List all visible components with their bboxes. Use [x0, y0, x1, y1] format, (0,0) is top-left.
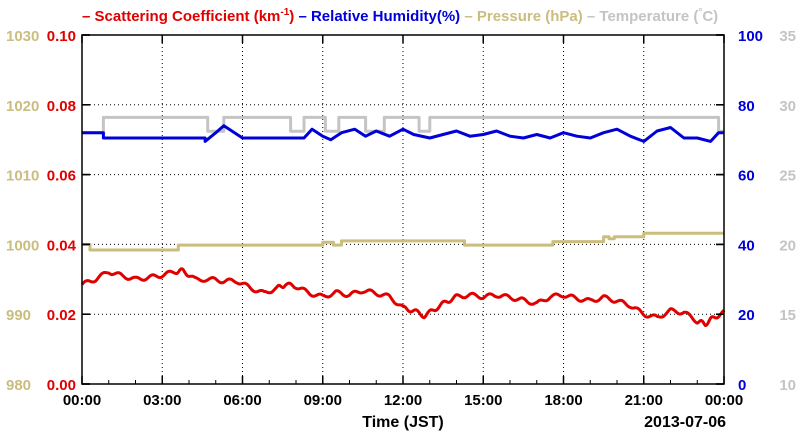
y-tick-label-temperature: 30 [779, 98, 796, 115]
y-tick-label-scattering: 0.02 [47, 307, 76, 324]
y-tick-label-temperature: 35 [779, 28, 796, 45]
y-tick-label-pressure: 1030 [6, 28, 39, 45]
series-lines [80, 115, 726, 327]
y-tick-label-humidity: 20 [738, 307, 755, 324]
y-tick-label-humidity: 80 [738, 98, 755, 115]
y-tick-label-scattering: 0.06 [47, 168, 76, 185]
x-tick-label: 03:00 [143, 392, 181, 409]
y-tick-label-pressure: 1020 [6, 98, 39, 115]
legend-entry-pressure: – Pressure (hPa) [460, 8, 583, 25]
x-tick-label: 00:00 [63, 392, 101, 409]
y-tick-label-humidity: 40 [738, 237, 755, 254]
legend-entry-temperature: – Temperature ( [583, 8, 699, 25]
y-tick-label-scattering: 0.08 [47, 98, 76, 115]
series-line-temperature [82, 115, 724, 135]
y-tick-label-humidity: 0 [738, 377, 746, 394]
y-tick-label-pressure: 1000 [6, 237, 39, 254]
legend-entry-temperature-suffix: C) [702, 8, 718, 25]
date-label: 2013-07-06 [644, 414, 726, 431]
y-tick-label-temperature: 20 [779, 237, 796, 254]
series-line-scattering-coefficient [80, 267, 726, 327]
y-tick-label-pressure: 990 [6, 307, 31, 324]
x-axis-label: Time (JST) [362, 414, 444, 431]
series-line-relative-humidity [82, 124, 724, 143]
x-tick-label: 09:00 [304, 392, 342, 409]
y-tick-label-scattering: 0.00 [47, 377, 76, 394]
grid-lines [82, 35, 724, 384]
y-tick-label-scattering: 0.04 [47, 237, 77, 254]
x-tick-label: 18:00 [544, 392, 582, 409]
y-tick-label-temperature: 15 [779, 307, 796, 324]
legend: – Scattering Coefficient (km-1) – Relati… [82, 7, 718, 25]
legend-entry-scatter-sup: -1 [280, 7, 289, 18]
y-tick-label-pressure: 980 [6, 377, 31, 394]
legend-entry-temperature-sup: ° [698, 7, 702, 18]
series-line-pressure [82, 231, 724, 252]
x-tick-label: 21:00 [625, 392, 663, 409]
y-tick-label-temperature: 25 [779, 168, 796, 185]
x-tick-label: 00:00 [705, 392, 743, 409]
x-tick-label: 12:00 [384, 392, 422, 409]
y-tick-label-temperature: 10 [779, 377, 796, 394]
y-tick-label-pressure: 1010 [6, 168, 39, 185]
legend-entry-humidity: – Relative Humidity(%) [294, 8, 460, 25]
legend-entry-scatter-suffix: ) [289, 8, 294, 25]
y-tick-label-scattering: 0.10 [47, 28, 76, 45]
x-tick-label: 06:00 [223, 392, 261, 409]
y-tick-label-humidity: 60 [738, 168, 755, 185]
legend-entry-scatter: – Scattering Coefficient (km [82, 8, 280, 25]
x-tick-label: 15:00 [464, 392, 502, 409]
y-tick-label-humidity: 100 [738, 28, 763, 45]
axes: 00:00 03:00 06:00 09:00 12:00 15:00 18:00 21:00… [6, 28, 796, 409]
